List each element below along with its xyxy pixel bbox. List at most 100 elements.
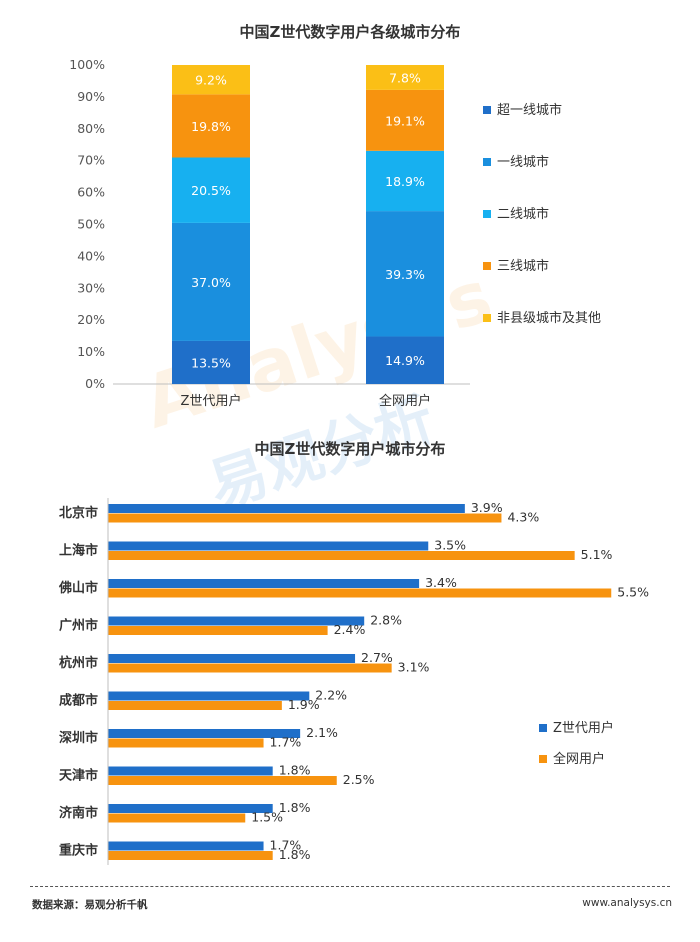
bar-value-label: 4.3% <box>507 510 539 525</box>
site-url: www.analysys.cn <box>582 897 672 909</box>
legend-swatch <box>483 106 491 114</box>
y-category-label: 济南市 <box>59 805 98 821</box>
stacked-bar-chart: 中国Z世代数字用户各级城市分布 0% 10% 20% 30% 40% 50% 60% 70% 8… <box>69 23 601 409</box>
bar-value-label: 1.5% <box>251 810 283 825</box>
legend-swatch <box>483 314 491 322</box>
horizontal-bar-chart: 中国Z世代数字用户城市分布 北京市 3.9% 4.3% 上海市 3.5% 5.1% 佛山市 3… <box>58 440 649 865</box>
stacked-segment-2 <box>366 211 444 337</box>
bar-value-label: 2.8% <box>370 613 402 628</box>
y-category-label: 深圳市 <box>59 730 98 746</box>
y-category-label: 北京市 <box>59 505 98 521</box>
bar-value-label: 2.7% <box>361 650 393 665</box>
legend-label: 二线城市 <box>497 206 549 222</box>
bar-value-label: 3.5% <box>434 538 466 553</box>
bar-value-label: 2.1% <box>306 725 338 740</box>
bar-all-users <box>108 776 337 785</box>
bar-value-label: 1.8% <box>279 763 311 778</box>
y-tick-label: 20% <box>77 312 105 327</box>
chart1-y-axis: 0% 10% 20% 30% 40% 50% 60% 70% 80% 90% 100% <box>69 57 105 391</box>
stacked-segment-2 <box>172 222 250 341</box>
legend-label: 超一线城市 <box>497 102 562 118</box>
y-category-label: 上海市 <box>59 543 98 559</box>
segment-value-label: 9.2% <box>195 73 227 88</box>
bar-z-gen <box>108 804 273 813</box>
legend-swatch <box>483 262 491 270</box>
bar-value-label: 5.1% <box>581 547 613 562</box>
bar-z-gen <box>108 616 365 626</box>
legend-swatch <box>539 724 547 732</box>
chart1-title: 中国Z世代数字用户各级城市分布 <box>240 23 461 41</box>
segment-value-label: 37.0% <box>191 275 231 290</box>
x-category-label: Z世代用户 <box>181 393 242 409</box>
bar-value-label: 1.7% <box>270 838 302 853</box>
bar-z-gen <box>108 504 465 513</box>
bar-value-label: 2.4% <box>334 622 366 637</box>
y-category-label: 杭州市 <box>59 655 98 671</box>
segment-value-label: 18.9% <box>385 174 425 189</box>
y-tick-label: 50% <box>77 217 105 232</box>
legend-label: Z世代用户 <box>553 720 614 736</box>
bar-z-gen <box>108 691 310 701</box>
bar-all-users <box>108 851 273 860</box>
bar-all-users <box>108 701 282 710</box>
bar-z-gen <box>108 579 420 588</box>
chart2-bars: 北京市 3.9% 4.3% 上海市 3.5% 5.1% 佛山市 3.4% 5.5% 广州市 2.8%… <box>58 498 649 865</box>
y-category-label: 天津市 <box>59 768 98 784</box>
bar-value-label: 1.8% <box>279 847 311 862</box>
stacked-segment-5 <box>172 65 250 95</box>
legend-swatch <box>539 755 547 763</box>
segment-value-label: 13.5% <box>191 355 231 370</box>
segment-value-label: 39.3% <box>385 267 425 282</box>
stacked-segment-1 <box>366 336 444 384</box>
stacked-segment-4 <box>366 89 444 151</box>
chart1-x-axis: Z世代用户 全网用户 <box>181 393 431 409</box>
bar-value-label: 3.9% <box>471 500 503 515</box>
bar-value-label: 1.8% <box>279 800 311 815</box>
stacked-segment-3 <box>172 157 250 223</box>
segment-value-label: 7.8% <box>389 70 421 85</box>
y-tick-label: 10% <box>77 344 105 359</box>
y-tick-label: 0% <box>85 376 105 391</box>
bar-value-label: 5.5% <box>617 585 649 600</box>
y-tick-label: 40% <box>77 248 105 263</box>
y-category-label: 重庆市 <box>59 843 98 859</box>
legend-label: 一线城市 <box>497 154 549 170</box>
legend-label: 非县级城市及其他 <box>497 310 601 326</box>
bar-value-label: 3.4% <box>425 575 457 590</box>
bar-value-label: 1.7% <box>270 735 302 750</box>
y-tick-label: 70% <box>77 153 105 168</box>
legend-swatch <box>483 210 491 218</box>
y-category-label: 广州市 <box>59 618 98 634</box>
segment-value-label: 19.8% <box>191 119 231 134</box>
bar-z-gen <box>108 729 301 738</box>
bar-all-users <box>108 513 502 523</box>
y-tick-label: 30% <box>77 280 105 295</box>
y-category-label: 成都市 <box>59 693 98 709</box>
bar-value-label: 2.5% <box>343 772 375 787</box>
segment-value-label: 14.9% <box>385 353 425 368</box>
bar-all-users <box>108 626 328 635</box>
bar-all-users <box>108 551 575 560</box>
stacked-segment-4 <box>172 94 250 158</box>
footer-divider <box>30 886 670 887</box>
x-category-label: 全网用户 <box>379 393 431 409</box>
bar-z-gen <box>108 541 429 551</box>
y-category-label: 佛山市 <box>58 580 98 596</box>
chart2-title: 中国Z世代数字用户城市分布 <box>255 440 446 458</box>
bar-value-label: 1.9% <box>288 697 320 712</box>
data-source: 数据来源：易观分析千帆 <box>32 899 148 911</box>
y-tick-label: 100% <box>69 57 105 72</box>
bar-z-gen <box>108 766 273 776</box>
bar-all-users <box>108 663 392 673</box>
bar-value-label: 3.1% <box>398 660 430 675</box>
bar-all-users <box>108 813 246 823</box>
legend-label: 三线城市 <box>497 258 549 274</box>
bar-all-users <box>108 588 612 598</box>
stacked-segment-3 <box>366 150 444 212</box>
bar-z-gen <box>108 654 356 663</box>
bar-value-label: 2.2% <box>315 688 347 703</box>
bar-z-gen <box>108 841 264 851</box>
